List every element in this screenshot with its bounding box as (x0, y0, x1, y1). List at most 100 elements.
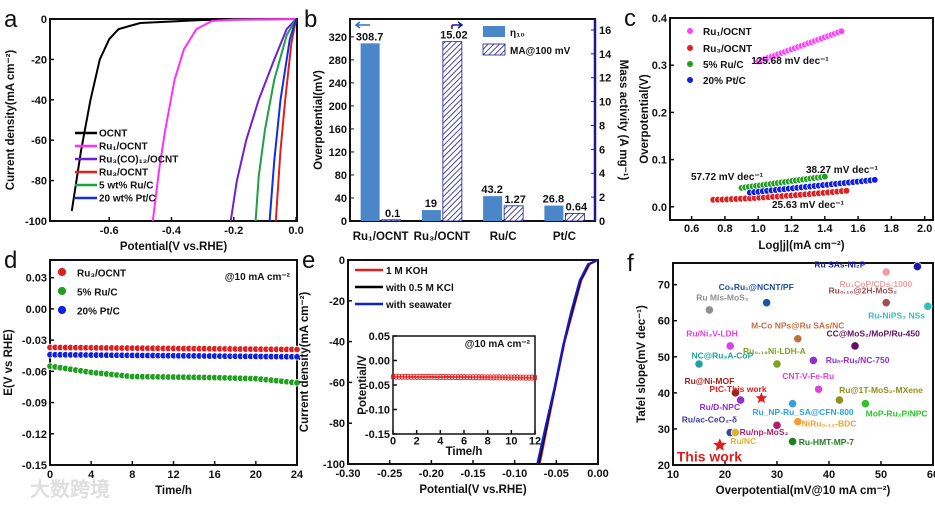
bar-mass-activity (564, 212, 585, 222)
y-tick-label: 0.2 (652, 107, 667, 119)
y-tick-label: 0.0 (652, 202, 667, 214)
point-label: This work (677, 448, 743, 464)
panel-c-tafel: 0.6 0.8 1.0 1.2 1.4 1.6 1.8 2.0 0.0 0.1 0.2 0.3 0.4 L… (624, 5, 934, 252)
series-line (229, 18, 297, 222)
bar-mass-activity (442, 41, 463, 222)
bar-value-label: 15.02 (440, 30, 468, 42)
slope-annotation: 38.27 mV dec⁻¹ (806, 165, 879, 176)
x-tick-label: 40 (823, 469, 835, 481)
data-point (837, 27, 846, 36)
data-point (793, 334, 803, 344)
y-tick-label: -0.06 (22, 366, 47, 378)
x-tick-label: 30 (771, 469, 783, 481)
panel-letter: a (4, 6, 18, 33)
x-tick-label: 1.0 (751, 223, 766, 235)
data-point (533, 376, 538, 381)
x-tick-label: -0.25 (377, 468, 402, 480)
data-point (787, 399, 798, 409)
bar-mass-activity (381, 219, 402, 222)
legend-marker (686, 76, 694, 84)
slope-annotation: 125.68 mV dec⁻¹ (751, 56, 829, 67)
data-point (772, 420, 782, 430)
y-tick-label: -0.03 (22, 335, 47, 347)
x-axis-label: Potential(V vs.RHE) (419, 484, 527, 496)
bar-value-label: 1.27 (504, 194, 525, 206)
y-tick-label: 50 (658, 352, 670, 364)
point-label: Ru₀.₁₀@2H-MoS₂ (829, 286, 898, 296)
panel-letter: c (624, 5, 636, 32)
data-point (808, 355, 819, 365)
x-tick-label: -0.20 (419, 468, 444, 480)
x-tick-label: 0.00 (587, 468, 608, 480)
point-label: Ru/NC (730, 436, 756, 446)
x-tick-label: 50 (875, 469, 887, 481)
point-label: PtC-This work (709, 384, 766, 394)
point-label: Ru-NiPS₃ NSs (868, 311, 925, 321)
data-point (860, 399, 871, 409)
plot-frame (392, 335, 536, 435)
x-tick-label: 0.6 (684, 223, 699, 235)
y-tick-label: 0.3 (652, 60, 667, 72)
panel-e-lsv-electrolytes: -0.30 -0.25 -0.20 -0.15 -0.10 -0.05 0.00 0 -20 -4… (299, 247, 609, 496)
y-tick-label: -80 (329, 418, 345, 430)
bar-value-label: 43.2 (481, 184, 502, 196)
panel-letter: b (304, 6, 317, 33)
legend-label: OCNT (99, 129, 127, 140)
y-tick-label: 0.1 (652, 155, 667, 167)
x-tick-label: 1.4 (817, 223, 833, 235)
y-tick-label: -0.15 (22, 460, 47, 472)
x-tick-label: 0.0 (288, 225, 303, 237)
y-tick-label: -0.15 (365, 429, 390, 441)
legend-marker (57, 286, 67, 296)
legend-marker (686, 27, 694, 35)
point-label: Ruₙ-Ruₛ/NC-750 (826, 355, 890, 365)
category-label: Ru/C (490, 231, 517, 243)
y-tick-label: -100 (25, 216, 47, 228)
y-tick-label: -100 (323, 459, 345, 471)
y-tick-label: -20 (329, 296, 345, 308)
y-tick-label: 0.00 (26, 304, 47, 316)
x-tick-label: 60 (927, 469, 935, 481)
x-axis-label: Log|j|(mA cm⁻²) (758, 240, 844, 252)
y2-tick-label: 4 (599, 168, 606, 180)
y2-tick-label: 12 (599, 73, 611, 85)
y-tick-label: 0 (341, 216, 347, 228)
x-tick-label: -0.10 (502, 468, 527, 480)
y2-tick-label: 14 (599, 49, 612, 61)
category-label: Ru₃/OCNT (414, 231, 470, 243)
y-tick-label: 240 (329, 78, 347, 90)
data-point (821, 172, 829, 181)
y-tick-label: 0.4 (652, 13, 668, 25)
panel-letter: f (627, 250, 634, 277)
x-tick-label: 8 (129, 469, 135, 481)
point-label: Ru₁CoP/CDs-1000 (839, 279, 912, 289)
y-tick-label: -20 (31, 54, 47, 66)
data-point (293, 345, 301, 354)
y-tick-label: 0.03 (26, 273, 47, 285)
panel-letter: e (302, 247, 315, 274)
panel-letter: d (4, 247, 17, 274)
y-tick-label: 60 (658, 316, 670, 328)
y-axis-label: Overpotential(V) (639, 74, 651, 164)
point-label: MoP-Ru₂P/NPC (866, 408, 928, 418)
data-point (842, 186, 851, 195)
legend-label: η₁₀ (510, 28, 525, 39)
legend-label: Ru₃/OCNT (77, 269, 126, 280)
data-point (912, 262, 923, 272)
point-label: Ru-HMT-MP-7 (799, 437, 855, 447)
x-tick-label: 6 (461, 436, 467, 448)
y2-tick-label: 16 (599, 25, 611, 37)
x-tick-label: 20 (719, 469, 731, 481)
bar-value-label: 0.64 (566, 201, 588, 213)
point-label: CC@MoS₂/MoP/Ru-450 (827, 329, 921, 339)
data-point (694, 359, 704, 369)
y2-tick-label: 10 (599, 97, 611, 109)
point-label: Ru/Ni₃V-LDH (686, 329, 738, 339)
y-axis-label: Current density(mA cm⁻²) (299, 292, 311, 433)
x-tick-label: 10 (505, 436, 517, 448)
y2-tick-label: 0 (599, 216, 605, 228)
legend-label: Ru₁/OCNT (703, 27, 752, 38)
point-label: Co₅Ru₁@NCNT/PF (719, 282, 794, 292)
data-point (834, 395, 845, 405)
